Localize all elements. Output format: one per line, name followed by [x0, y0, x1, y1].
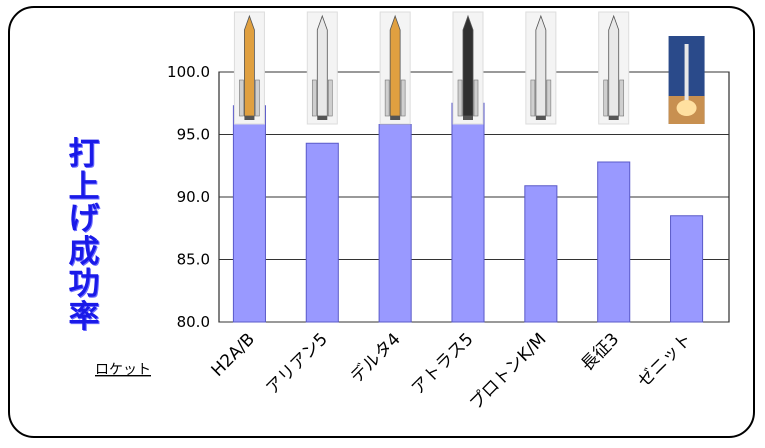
y-tick-labels: 80.0 85.0 90.0 95.0 100.0	[167, 63, 210, 331]
rocket-icons	[233, 11, 705, 125]
chart-frame	[8, 6, 755, 438]
y-axis-label-char: 打	[68, 136, 100, 172]
zenit-rocket-icon	[668, 36, 705, 124]
delta4-rocket-icon	[379, 11, 411, 125]
bar	[670, 215, 704, 323]
y-tick-label: 90.0	[177, 188, 210, 206]
proton-rocket-icon	[525, 11, 557, 125]
y-axis-label-char: 成	[68, 233, 100, 270]
y-tick-label: 85.0	[177, 251, 210, 269]
x-tick-label: プロトンK/M	[466, 329, 551, 414]
bar	[597, 161, 631, 323]
bar	[305, 142, 339, 323]
x-tick-label: デルタ4	[346, 329, 405, 388]
x-tick-label: アリアン5	[262, 329, 331, 398]
x-tick-label: ゼニット	[634, 329, 696, 391]
y-tick-label: 80.0	[177, 313, 210, 331]
bar	[451, 102, 485, 323]
bars	[232, 102, 704, 323]
y-axis-label: 打 上 げ 成 功 率	[62, 138, 106, 333]
h2a-rocket-icon	[233, 11, 265, 125]
x-axis-label: ロケット	[95, 362, 151, 378]
x-tick-label: 長征3	[577, 329, 623, 375]
long-march3-rocket-icon	[598, 11, 630, 125]
bar	[232, 105, 266, 323]
y-tick-label: 100.0	[167, 63, 210, 81]
atlas5-rocket-icon	[452, 11, 484, 125]
y-axis-label-char: 上	[68, 168, 100, 205]
y-tick-label: 95.0	[177, 126, 210, 144]
y-axis-label-char: げ	[68, 201, 100, 237]
x-tick-label: アトラス5	[408, 329, 478, 399]
x-tick-label: H2A/B	[208, 329, 259, 380]
y-axis-label-char: 率	[68, 298, 100, 335]
bar	[524, 185, 558, 323]
y-axis-label-char: 功	[68, 266, 100, 302]
bar	[378, 124, 412, 323]
ariane5-rocket-icon	[306, 11, 338, 125]
